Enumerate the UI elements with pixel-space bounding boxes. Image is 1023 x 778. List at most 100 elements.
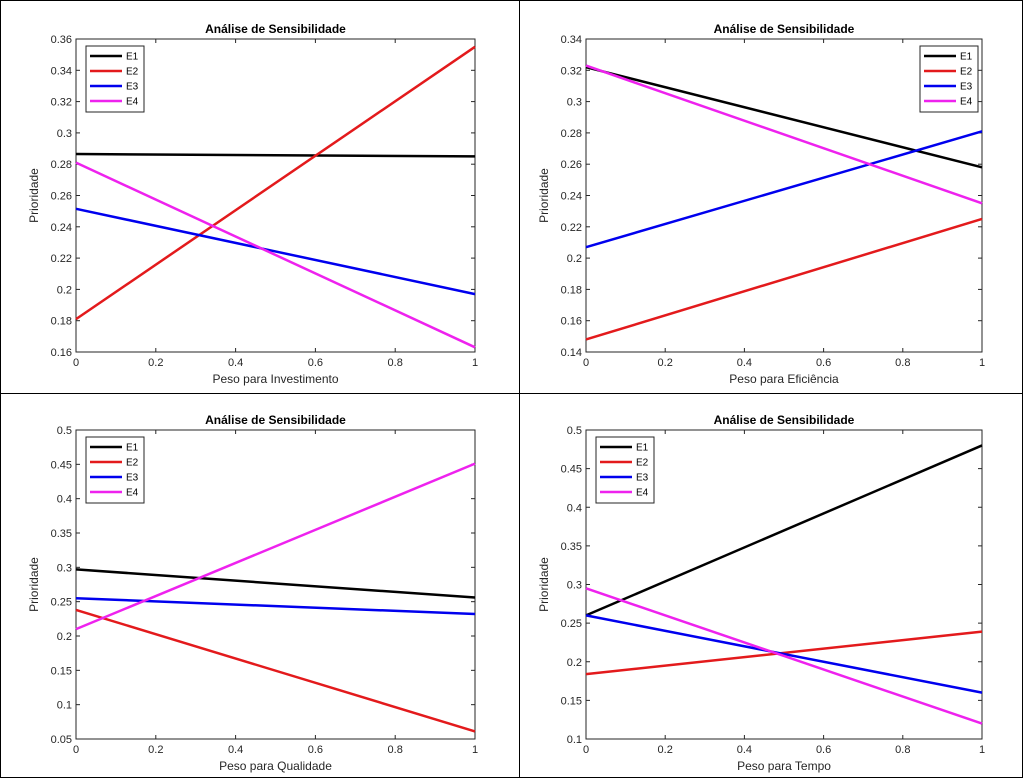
x-tick-label: 1: [979, 744, 985, 756]
legend-label-e1: E1: [960, 52, 973, 63]
legend-label-e2: E2: [126, 458, 139, 469]
y-tick-label: 0.4: [57, 494, 72, 506]
x-axis-label: Peso para Qualidade: [219, 759, 332, 773]
legend: E1 E2 E3 E4: [596, 437, 654, 503]
chart-panel-tempo: 0 0.2 0.4 0.6 0.8 1 0.1 0.15 0.2 0.25 0.3 0.35 0.4 0.…: [520, 394, 1023, 778]
y-tick-label: 0.5: [567, 425, 582, 437]
x-tick-label: 0.6: [308, 744, 323, 756]
y-tick-label: 0.45: [561, 464, 582, 476]
legend: E1 E2 E3 E4: [86, 437, 144, 503]
chart-svg: 0 0.2 0.4 0.6 0.8 1 0.1 0.15 0.2 0.25 0.3 0.35 0.4 0.…: [520, 394, 1022, 777]
x-tick-label: 0: [583, 357, 589, 369]
chart-svg: 0 0.2 0.4 0.6 0.8 1 0.16 0.18 0.2 0.22 0.24 0.26 0.2…: [1, 1, 519, 393]
legend-label-e1: E1: [636, 443, 649, 454]
y-axis-label: Prioridade: [537, 557, 551, 612]
y-tick-label: 0.35: [51, 528, 72, 540]
chart-title: Análise de Sensibilidade: [205, 22, 346, 36]
y-tick-label: 0.2: [567, 657, 582, 669]
y-tick-label: 0.32: [561, 65, 582, 77]
legend-label-e1: E1: [126, 443, 139, 454]
y-tick-label: 0.18: [51, 316, 72, 328]
y-tick-label: 0.24: [561, 191, 582, 203]
y-tick-label: 0.26: [561, 159, 582, 171]
chart-svg: 0 0.2 0.4 0.6 0.8 1 0.14 0.16 0.18 0.2 0.22 0.24 0.2…: [520, 1, 1022, 393]
y-tick-label: 0.2: [57, 284, 72, 296]
x-tick-label: 0: [73, 357, 79, 369]
y-tick-label: 0.32: [51, 97, 72, 109]
legend-label-e4: E4: [960, 97, 973, 108]
x-tick-label: 0.4: [737, 357, 752, 369]
chart-title: Análise de Sensibilidade: [714, 413, 855, 427]
y-tick-label: 0.2: [57, 631, 72, 643]
y-tick-label: 0.28: [561, 128, 582, 140]
y-tick-label: 0.28: [51, 159, 72, 171]
chart-title: Análise de Sensibilidade: [205, 413, 346, 427]
y-tick-label: 0.18: [561, 284, 582, 296]
y-tick-label: 0.4: [567, 502, 582, 514]
y-tick-label: 0.35: [561, 541, 582, 553]
y-tick-label: 0.22: [561, 222, 582, 234]
x-tick-label: 0.8: [388, 357, 403, 369]
y-tick-label: 0.34: [51, 65, 72, 77]
x-tick-label: 0.2: [658, 357, 673, 369]
y-tick-label: 0.26: [51, 191, 72, 203]
y-tick-label: 0.1: [57, 700, 72, 712]
y-tick-label: 0.3: [57, 562, 72, 574]
y-tick-label: 0.3: [567, 97, 582, 109]
legend-label-e3: E3: [636, 473, 649, 484]
x-tick-label: 1: [472, 357, 478, 369]
legend-label-e4: E4: [636, 488, 649, 499]
x-tick-label: 0.8: [895, 744, 910, 756]
y-tick-label: 0.5: [57, 425, 72, 437]
chart-panel-investimento: 0 0.2 0.4 0.6 0.8 1 0.16 0.18 0.2 0.22 0.24 0.26 0.2…: [1, 1, 520, 394]
x-tick-label: 0.6: [816, 744, 831, 756]
legend-label-e2: E2: [636, 458, 649, 469]
y-tick-label: 0.15: [51, 665, 72, 677]
chart-title: Análise de Sensibilidade: [714, 22, 855, 36]
legend-label-e1: E1: [126, 52, 139, 63]
y-tick-label: 0.3: [57, 128, 72, 140]
legend-label-e3: E3: [126, 82, 139, 93]
y-tick-label: 0.16: [51, 347, 72, 359]
x-tick-label: 0.8: [388, 744, 403, 756]
x-axis-label: Peso para Eficiência: [729, 372, 839, 386]
legend-label-e4: E4: [126, 97, 139, 108]
y-tick-label: 0.36: [51, 34, 72, 46]
x-tick-label: 0.2: [148, 744, 163, 756]
y-tick-label: 0.25: [51, 597, 72, 609]
y-axis-label: Prioridade: [537, 168, 551, 223]
y-tick-label: 0.24: [51, 222, 72, 234]
x-tick-label: 0.4: [737, 744, 752, 756]
y-axis-label: Prioridade: [27, 168, 41, 223]
x-tick-label: 1: [472, 744, 478, 756]
y-tick-label: 0.34: [561, 34, 582, 46]
y-tick-label: 0.25: [561, 618, 582, 630]
y-tick-label: 0.14: [561, 347, 582, 359]
x-tick-label: 0: [583, 744, 589, 756]
x-axis-label: Peso para Investimento: [212, 372, 338, 386]
x-tick-label: 0.4: [228, 357, 243, 369]
legend: E1 E2 E3 E4: [86, 46, 144, 112]
x-axis-label: Peso para Tempo: [737, 759, 831, 773]
y-tick-label: 0.15: [561, 695, 582, 707]
y-axis-label: Prioridade: [27, 557, 41, 612]
legend-label-e4: E4: [126, 488, 139, 499]
x-tick-label: 1: [979, 357, 985, 369]
y-tick-label: 0.2: [567, 253, 582, 265]
x-tick-label: 0.6: [816, 357, 831, 369]
x-tick-label: 0.2: [148, 357, 163, 369]
y-tick-label: 0.45: [51, 459, 72, 471]
legend-label-e2: E2: [960, 67, 973, 78]
y-tick-label: 0.05: [51, 734, 72, 746]
legend-label-e2: E2: [126, 67, 139, 78]
x-tick-label: 0.8: [895, 357, 910, 369]
x-tick-label: 0.2: [658, 744, 673, 756]
y-tick-label: 0.3: [567, 580, 582, 592]
chart-panel-qualidade: 0 0.2 0.4 0.6 0.8 1 0.05 0.1 0.15 0.2 0.25 0.3 0.35 0…: [1, 394, 520, 778]
y-tick-label: 0.1: [567, 734, 582, 746]
chart-panel-eficiencia: 0 0.2 0.4 0.6 0.8 1 0.14 0.16 0.18 0.2 0.22 0.24 0.2…: [520, 1, 1023, 394]
y-tick-label: 0.16: [561, 316, 582, 328]
y-tick-label: 0.22: [51, 253, 72, 265]
x-tick-label: 0.4: [228, 744, 243, 756]
